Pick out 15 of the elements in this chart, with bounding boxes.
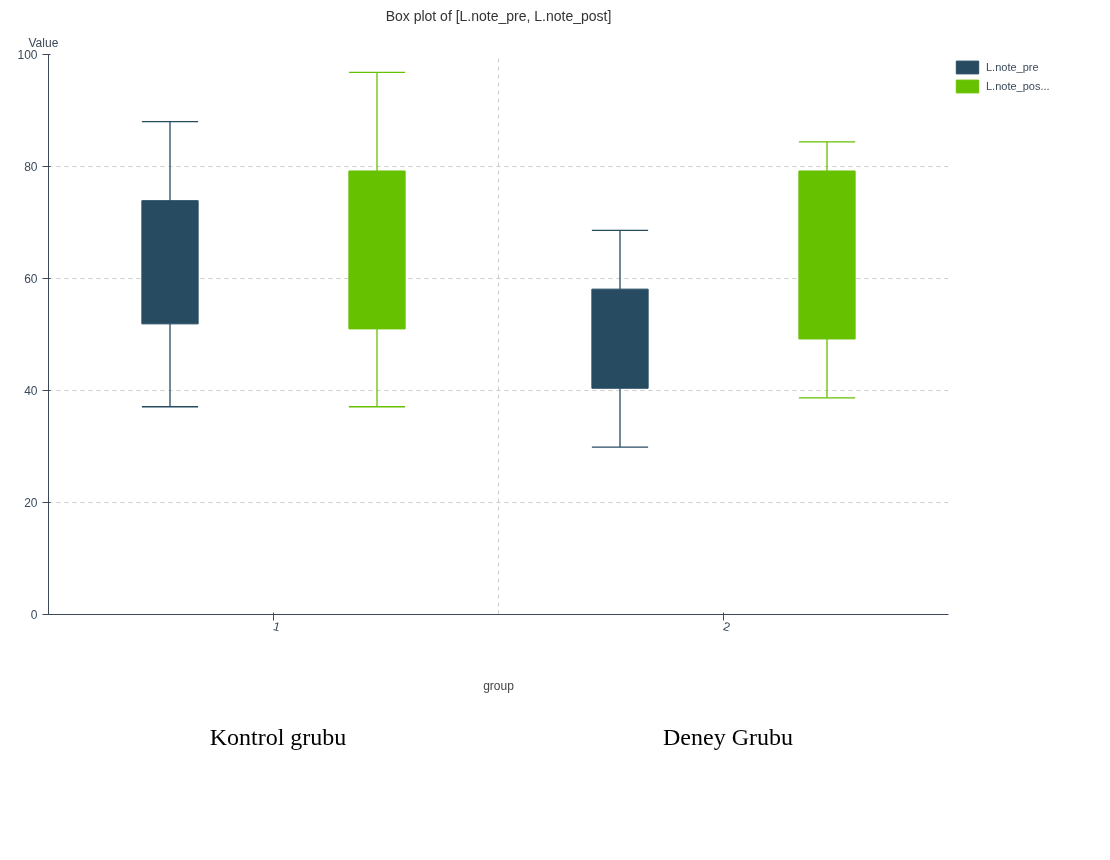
y-tick-label: 80: [24, 160, 38, 174]
x-tick-label: 1: [271, 619, 282, 635]
chart-title: Box plot of [L.note_pre, L.note_post]: [385, 7, 612, 24]
y-tick-label: 0: [30, 608, 38, 622]
text: Deney Grubu: [663, 723, 793, 752]
y-tick-label: 60: [24, 272, 38, 286]
x-tick-label: 2: [721, 619, 732, 635]
legend-label: L.note_pos...: [986, 80, 1050, 92]
legend-label: L.note_pre: [986, 61, 1039, 73]
x-axis-title: group: [483, 678, 515, 693]
text: Kontrol grubu: [209, 723, 347, 752]
y-tick-label: 20: [24, 496, 38, 510]
y-tick-label: 40: [24, 384, 38, 398]
y-tick-label: 100: [17, 48, 38, 62]
y-axis-title: Value: [28, 35, 59, 50]
